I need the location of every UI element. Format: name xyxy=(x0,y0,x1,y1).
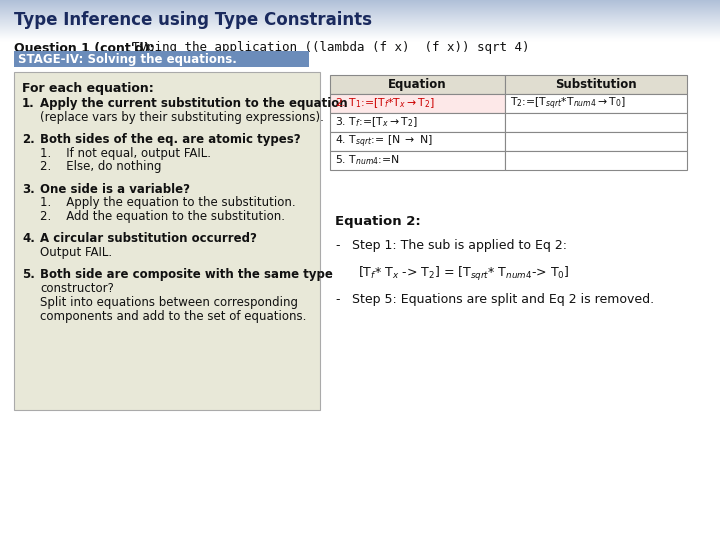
Text: For each equation:: For each equation: xyxy=(22,82,154,95)
Text: 5.: 5. xyxy=(22,268,35,281)
Text: Output FAIL.: Output FAIL. xyxy=(40,246,112,259)
Bar xyxy=(14,72,320,410)
Bar xyxy=(505,75,687,94)
Bar xyxy=(505,151,687,170)
Text: STAGE-IV: Solving the equations.: STAGE-IV: Solving the equations. xyxy=(18,52,237,65)
Text: 1.    If not equal, output FAIL.: 1. If not equal, output FAIL. xyxy=(40,147,211,160)
Text: T$_2$:=[T$_{sqrt}$*T$_{num4}$$\rightarrow$T$_0$]: T$_2$:=[T$_{sqrt}$*T$_{num4}$$\rightarro… xyxy=(510,95,626,112)
Text: 4. T$_{sqrt}$:= [N $\rightarrow$ N]: 4. T$_{sqrt}$:= [N $\rightarrow$ N] xyxy=(335,133,433,150)
Text: Question 1 (cont'd):: Question 1 (cont'd): xyxy=(14,42,155,55)
Bar xyxy=(330,132,505,151)
Text: 2.: 2. xyxy=(22,133,35,146)
Text: 4.: 4. xyxy=(22,232,35,245)
Text: constructor?: constructor? xyxy=(40,282,114,295)
Text: 2.    Add the equation to the substitution.: 2. Add the equation to the substitution. xyxy=(40,210,285,223)
Text: Apply the current substitution to the equation: Apply the current substitution to the eq… xyxy=(40,97,348,110)
Text: -: - xyxy=(335,239,340,252)
Text: 2.    Else, do nothing: 2. Else, do nothing xyxy=(40,160,161,173)
Text: -: - xyxy=(335,293,340,306)
Text: (replace vars by their substituting expressions).: (replace vars by their substituting expr… xyxy=(40,111,324,124)
Text: Split into equations between corresponding: Split into equations between correspondi… xyxy=(40,296,298,309)
Text: [T$_f$* T$_x$ -> T$_2$] = [T$_{sqrt}$* T$_{num4}$-> T$_0$]: [T$_f$* T$_x$ -> T$_2$] = [T$_{sqrt}$* T… xyxy=(358,265,570,283)
Text: 1.: 1. xyxy=(22,97,35,110)
Bar xyxy=(505,113,687,132)
Text: Both sides of the eq. are atomic types?: Both sides of the eq. are atomic types? xyxy=(40,133,301,146)
Text: Step 5: Equations are split and Eq 2 is removed.: Step 5: Equations are split and Eq 2 is … xyxy=(352,293,654,306)
Bar xyxy=(505,94,687,113)
Bar xyxy=(330,94,505,113)
Text: components and add to the set of equations.: components and add to the set of equatio… xyxy=(40,309,307,322)
Text: Step 1: The sub is applied to Eq 2:: Step 1: The sub is applied to Eq 2: xyxy=(352,239,567,252)
Text: One side is a variable?: One side is a variable? xyxy=(40,183,190,195)
Bar xyxy=(14,51,309,67)
Text: Substitution: Substitution xyxy=(555,78,636,91)
Text: 3.: 3. xyxy=(22,183,35,195)
Text: 1.    Apply the equation to the substitution.: 1. Apply the equation to the substitutio… xyxy=(40,197,296,210)
Bar xyxy=(330,113,505,132)
Text: Type Inference using Type Constraints: Type Inference using Type Constraints xyxy=(14,11,372,29)
Text: Equation: Equation xyxy=(388,78,447,91)
Text: 5. T$_{num4}$:=N: 5. T$_{num4}$:=N xyxy=(335,153,400,167)
Text: 2. T$_1$:=[T$_f$*T$_x$$\rightarrow$T$_2$]: 2. T$_1$:=[T$_f$*T$_x$$\rightarrow$T$_2$… xyxy=(335,97,435,110)
Text: Both side are composite with the same type: Both side are composite with the same ty… xyxy=(40,268,333,281)
Text: Equation 2:: Equation 2: xyxy=(335,215,420,228)
Text: A circular substitution occurred?: A circular substitution occurred? xyxy=(40,232,257,245)
Text: Typing the application ((lambda (f x)  (f x)) sqrt 4): Typing the application ((lambda (f x) (f… xyxy=(117,42,529,55)
Bar xyxy=(330,75,505,94)
Bar xyxy=(330,151,505,170)
Text: 3. T$_f$:=[T$_x$$\rightarrow$T$_2$]: 3. T$_f$:=[T$_x$$\rightarrow$T$_2$] xyxy=(335,116,418,130)
Bar xyxy=(505,132,687,151)
